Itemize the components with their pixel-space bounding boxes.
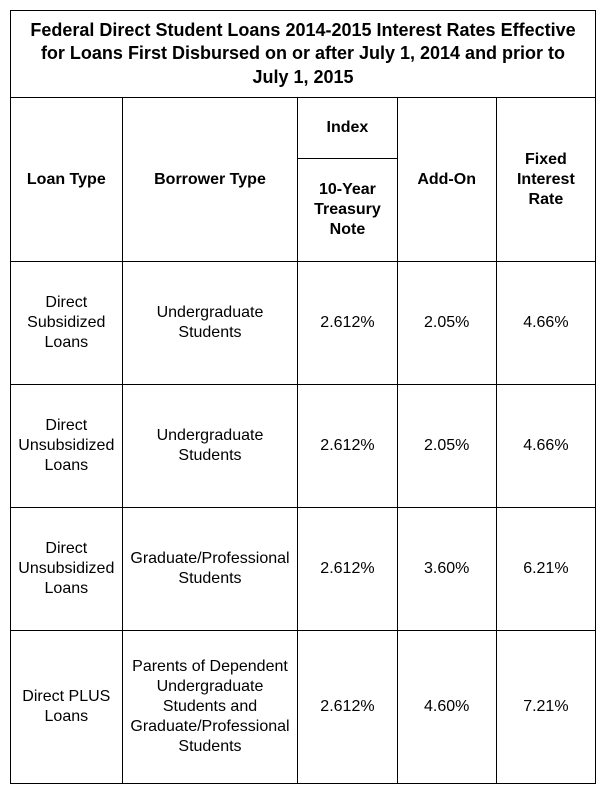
cell-index: 2.612% (298, 508, 397, 631)
header-borrower-type: Borrower Type (122, 98, 298, 262)
header-loan-type: Loan Type (11, 98, 123, 262)
cell-add-on: 4.60% (397, 631, 496, 784)
cell-fixed-rate: 4.66% (496, 385, 595, 508)
cell-loan-type: Direct Unsubsidized Loans (11, 385, 123, 508)
cell-add-on: 3.60% (397, 508, 496, 631)
cell-borrower-type: Parents of Dependent Undergraduate Stude… (122, 631, 298, 784)
header-add-on: Add-On (397, 98, 496, 262)
cell-index: 2.612% (298, 631, 397, 784)
cell-index: 2.612% (298, 262, 397, 385)
cell-index: 2.612% (298, 385, 397, 508)
header-fixed-rate: Fixed Interest Rate (496, 98, 595, 262)
header-index: Index (298, 98, 397, 159)
header-row-1: Loan Type Borrower Type Index Add-On Fix… (11, 98, 596, 159)
cell-loan-type: Direct PLUS Loans (11, 631, 123, 784)
table-row: Direct Unsubsidized Loans Undergraduate … (11, 385, 596, 508)
cell-loan-type: Direct Subsidized Loans (11, 262, 123, 385)
title-row: Federal Direct Student Loans 2014-2015 I… (11, 11, 596, 98)
cell-fixed-rate: 4.66% (496, 262, 595, 385)
cell-loan-type: Direct Unsubsidized Loans (11, 508, 123, 631)
header-index-sub: 10-Year Treasury Note (298, 159, 397, 262)
cell-fixed-rate: 7.21% (496, 631, 595, 784)
cell-add-on: 2.05% (397, 385, 496, 508)
cell-add-on: 2.05% (397, 262, 496, 385)
table-title: Federal Direct Student Loans 2014-2015 I… (11, 11, 596, 98)
cell-fixed-rate: 6.21% (496, 508, 595, 631)
cell-borrower-type: Undergraduate Students (122, 262, 298, 385)
interest-rates-table: Federal Direct Student Loans 2014-2015 I… (10, 10, 596, 784)
table-row: Direct Subsidized Loans Undergraduate St… (11, 262, 596, 385)
table-row: Direct PLUS Loans Parents of Dependent U… (11, 631, 596, 784)
cell-borrower-type: Graduate/Professional Students (122, 508, 298, 631)
cell-borrower-type: Undergraduate Students (122, 385, 298, 508)
table-row: Direct Unsubsidized Loans Graduate/Profe… (11, 508, 596, 631)
